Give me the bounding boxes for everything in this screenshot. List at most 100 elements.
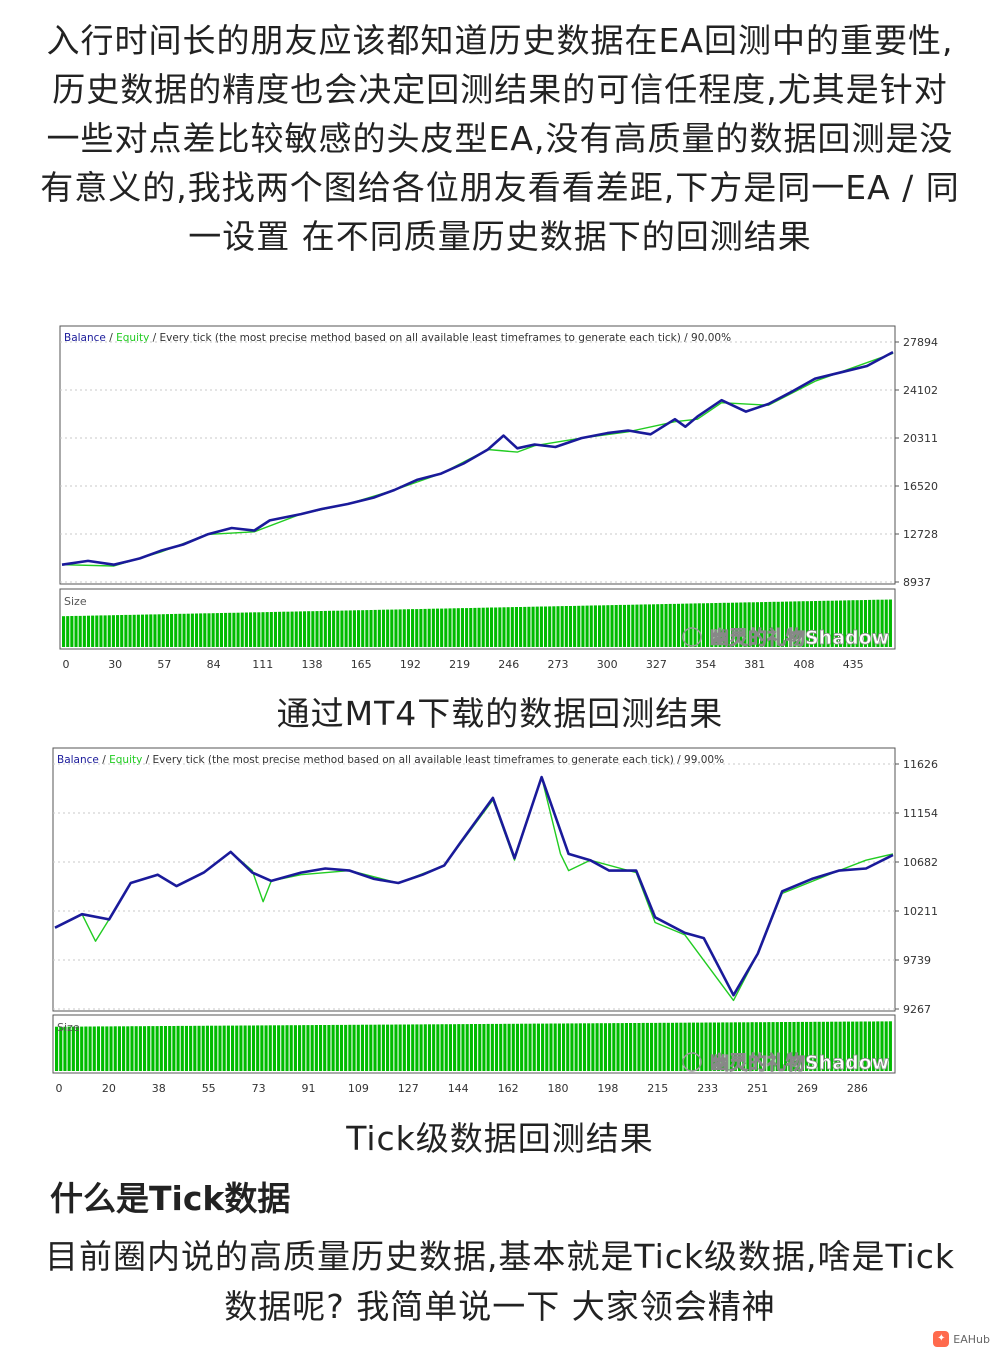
size-bar bbox=[548, 606, 552, 647]
size-bar bbox=[489, 607, 494, 647]
size-bar bbox=[735, 602, 739, 647]
size-bar bbox=[55, 1026, 59, 1071]
size-bar bbox=[174, 613, 178, 647]
size-bar bbox=[519, 607, 523, 647]
size-bar bbox=[672, 603, 676, 647]
size-bar bbox=[243, 1025, 247, 1071]
size-bar bbox=[117, 1026, 121, 1071]
size-bar bbox=[825, 1021, 830, 1071]
size-bar bbox=[767, 1022, 771, 1071]
size-bar bbox=[111, 615, 115, 647]
chart-header: Balance / Equity / Every tick (the most … bbox=[57, 754, 724, 766]
size-bar bbox=[687, 1022, 691, 1071]
size-bar bbox=[138, 1026, 142, 1071]
size-bar bbox=[725, 1022, 729, 1071]
size-bar bbox=[460, 608, 464, 647]
size-bar bbox=[570, 1023, 574, 1071]
size-bar bbox=[406, 609, 410, 647]
size-bar bbox=[394, 1024, 398, 1071]
size-bar bbox=[776, 601, 780, 647]
size-bar bbox=[884, 599, 888, 647]
size-bar bbox=[386, 609, 390, 647]
size-bar bbox=[818, 600, 822, 647]
size-bar bbox=[712, 1022, 716, 1071]
size-bar bbox=[128, 614, 132, 647]
size-bar bbox=[880, 599, 884, 647]
backtest-chart-mt4-svg: Balance / Equity / Every tick (the most … bbox=[59, 325, 938, 671]
x-tick-label: 55 bbox=[202, 1082, 216, 1095]
size-bar bbox=[867, 1021, 871, 1071]
size-bar bbox=[639, 604, 643, 647]
size-bar bbox=[170, 614, 174, 647]
size-bar bbox=[390, 609, 394, 647]
size-bar bbox=[386, 1024, 390, 1071]
size-bar bbox=[834, 1021, 838, 1071]
size-bar bbox=[427, 608, 431, 647]
size-bar bbox=[585, 605, 589, 647]
size-bar bbox=[693, 603, 697, 647]
size-bar bbox=[398, 1024, 402, 1071]
size-bar bbox=[784, 601, 789, 647]
size-bar bbox=[269, 612, 273, 647]
size-bar bbox=[435, 608, 440, 647]
size-bar bbox=[340, 610, 344, 647]
size-bar bbox=[532, 1023, 536, 1071]
size-bar bbox=[888, 1021, 892, 1071]
eahub-icon: ✦ bbox=[933, 1331, 950, 1347]
size-bar bbox=[645, 1022, 649, 1071]
y-tick-label: 24102 bbox=[903, 384, 938, 397]
size-bar bbox=[59, 1026, 63, 1071]
size-bar bbox=[189, 1025, 193, 1071]
size-bar bbox=[706, 603, 710, 647]
size-bar bbox=[649, 1022, 654, 1071]
size-bar bbox=[394, 609, 398, 647]
size-bar bbox=[876, 599, 880, 647]
size-bar bbox=[681, 603, 685, 647]
size-bar bbox=[452, 608, 456, 647]
size-bar bbox=[132, 614, 136, 647]
size-bar bbox=[260, 1025, 264, 1071]
x-tick-label: 192 bbox=[400, 658, 421, 671]
size-bar bbox=[230, 1025, 235, 1071]
x-tick-label: 300 bbox=[597, 658, 618, 671]
size-bar bbox=[486, 1023, 490, 1071]
x-tick-label: 84 bbox=[207, 658, 221, 671]
size-bar bbox=[499, 1023, 503, 1071]
x-tick-label: 251 bbox=[747, 1082, 768, 1095]
equity-line bbox=[61, 352, 894, 567]
size-bar bbox=[768, 601, 772, 647]
size-bar bbox=[656, 604, 660, 647]
size-bar bbox=[710, 603, 714, 647]
size-bar bbox=[193, 1025, 197, 1071]
size-bar bbox=[278, 611, 282, 647]
size-bar bbox=[545, 1023, 549, 1071]
size-bar bbox=[685, 603, 689, 647]
size-bar bbox=[726, 602, 730, 647]
size-bar bbox=[652, 604, 656, 647]
size-bar bbox=[679, 1022, 683, 1071]
size-bar bbox=[194, 613, 199, 647]
size-bar bbox=[510, 607, 514, 647]
size-bar bbox=[603, 1023, 608, 1071]
size-bar bbox=[568, 606, 573, 647]
size-bar bbox=[147, 1026, 151, 1071]
size-bar bbox=[524, 1023, 528, 1071]
size-bar bbox=[411, 609, 415, 647]
section-title: 什么是Tick数据 bbox=[50, 1179, 291, 1218]
size-bar bbox=[591, 1023, 595, 1071]
wechat-icon bbox=[682, 627, 702, 647]
plot-frame bbox=[52, 747, 896, 1012]
size-bar bbox=[82, 615, 86, 647]
size-bar bbox=[805, 1021, 809, 1071]
size-bar bbox=[186, 613, 190, 647]
size-bar bbox=[419, 1024, 423, 1071]
x-tick-label: 286 bbox=[847, 1082, 868, 1095]
size-bar bbox=[813, 1021, 817, 1071]
backtest-chart-mt4: Balance / Equity / Every tick (the most … bbox=[0, 322, 1000, 672]
size-bar bbox=[610, 605, 614, 647]
size-bar bbox=[481, 607, 485, 647]
size-bar bbox=[520, 1023, 524, 1071]
size-bar bbox=[149, 614, 153, 647]
size-bar bbox=[161, 614, 165, 647]
x-tick-label: 408 bbox=[794, 658, 815, 671]
